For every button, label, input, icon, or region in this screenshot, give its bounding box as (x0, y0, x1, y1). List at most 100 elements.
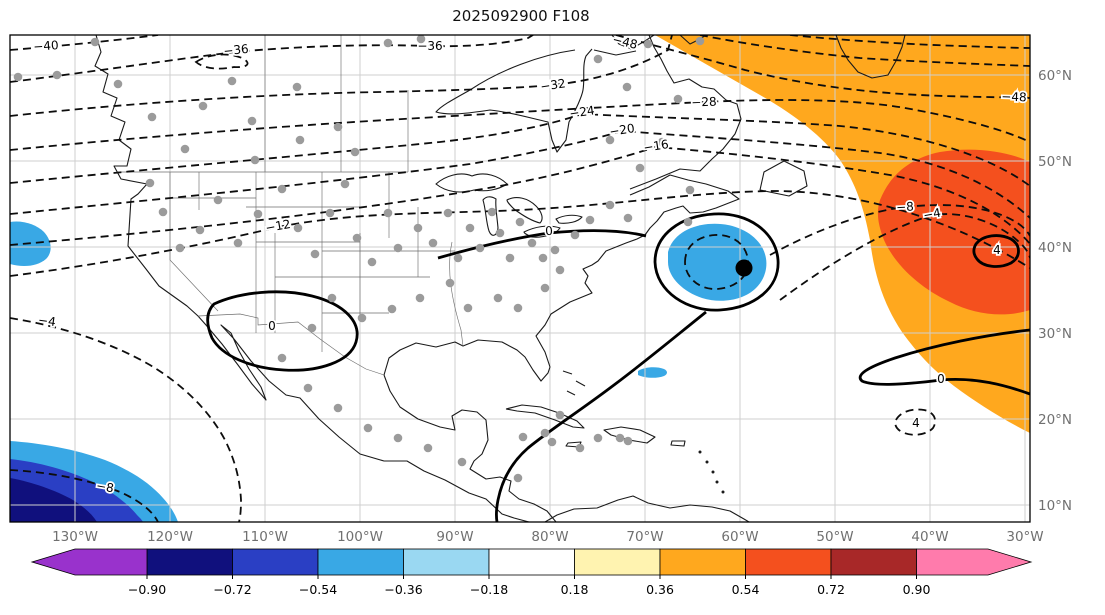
station-dot (114, 80, 123, 89)
lon-tick-label: 40°W (911, 529, 948, 545)
station-dot (416, 294, 425, 303)
colorbar-segment (489, 549, 575, 575)
station-dot (341, 180, 350, 189)
station-dot (424, 444, 433, 453)
weather-map-figure: −40−36−36−32−28−24−20−16−12−48−48−8−4−4−… (0, 0, 1105, 615)
colorbar-segment (746, 549, 832, 575)
station-dot (539, 254, 548, 263)
colorbar-tick-label: 0.18 (561, 582, 589, 597)
colorbar-tick-label: −0.72 (213, 582, 251, 597)
lon-tick-label: 120°W (147, 529, 193, 545)
colorbar-segment (660, 549, 746, 575)
station-dot (488, 208, 497, 217)
station-dot (248, 117, 257, 126)
colorbar-tick-label: −0.90 (128, 582, 166, 597)
lat-tick-label: 60°N (1038, 68, 1072, 84)
figure-title: 2025092900 F108 (452, 7, 589, 25)
antilles-island (712, 471, 715, 474)
station-dot (514, 304, 523, 313)
colorbar-tick-label: 0.90 (903, 582, 931, 597)
station-dot (278, 185, 287, 194)
station-dot (181, 145, 190, 154)
antilles-island (706, 461, 709, 464)
station-dot (514, 474, 523, 483)
station-dot (146, 179, 155, 188)
contour-label: −36 (417, 39, 442, 53)
station-dot (644, 40, 653, 49)
station-dot (476, 244, 485, 253)
contour-label: 0 (545, 224, 554, 238)
station-dot (556, 411, 565, 420)
contour-label: 4 (993, 243, 1001, 257)
station-dot (684, 218, 693, 227)
station-dot (674, 95, 683, 104)
station-dot (364, 424, 373, 433)
station-dot (494, 294, 503, 303)
station-dot (414, 224, 423, 233)
station-dot (548, 438, 557, 447)
station-dot (311, 250, 320, 259)
colorbar-tick-label: −0.54 (299, 582, 337, 597)
station-dot (228, 77, 237, 86)
station-dot (53, 71, 62, 80)
station-dot (571, 231, 580, 240)
lat-tick-label: 50°N (1038, 154, 1072, 170)
station-dot (528, 239, 537, 248)
station-dot (368, 258, 377, 267)
lon-tick-label: 80°W (531, 529, 568, 545)
station-dot (296, 136, 305, 145)
lat-tick-label: 30°N (1038, 326, 1072, 342)
station-dot (251, 156, 260, 165)
colorbar-segment (404, 549, 490, 575)
station-dot (458, 458, 467, 467)
colorbar-tick-label: 0.36 (646, 582, 674, 597)
contour-label: 4 (912, 416, 920, 430)
station-dot (541, 429, 550, 438)
station-dot (624, 214, 633, 223)
colorbar-segment (575, 549, 661, 575)
station-dot (234, 239, 243, 248)
weather-map: −40−36−36−32−28−24−20−16−12−48−48−8−4−4−… (0, 0, 1105, 615)
contour-label: −8 (896, 200, 914, 215)
lat-tick-label: 40°N (1038, 240, 1072, 256)
station-dot (696, 37, 705, 46)
station-dot (594, 434, 603, 443)
colorbar-segment (831, 549, 917, 575)
station-dot (454, 254, 463, 263)
station-dot (519, 433, 528, 442)
station-dot (594, 55, 603, 64)
lon-tick-label: 30°W (1006, 529, 1043, 545)
station-dot (446, 279, 455, 288)
station-dot (394, 244, 403, 253)
lon-tick-label: 50°W (816, 529, 853, 545)
contour-label: 0 (268, 319, 276, 333)
lon-tick-label: 100°W (337, 529, 383, 545)
station-dot (394, 434, 403, 443)
colorbar-segment (233, 549, 319, 575)
contour-label: −36 (223, 42, 250, 59)
station-dot (14, 73, 23, 82)
antilles-island (722, 491, 725, 494)
colorbar-tick-label: 0.54 (732, 582, 760, 597)
highlight-point (736, 260, 753, 277)
station-dot (384, 209, 393, 218)
station-dot (429, 239, 438, 248)
contour-label: 0 (937, 372, 945, 386)
colorbar-tick-label: −0.36 (384, 582, 422, 597)
station-dot (466, 224, 475, 233)
station-dot (294, 224, 303, 233)
station-dot (196, 226, 205, 235)
station-dot (91, 38, 100, 47)
station-dot (624, 437, 633, 446)
station-dot (556, 266, 565, 275)
station-dot (686, 186, 695, 195)
station-dot (328, 294, 337, 303)
station-dot (516, 218, 525, 227)
station-dot (636, 164, 645, 173)
lat-tick-label: 20°N (1038, 412, 1072, 428)
station-dot (353, 234, 362, 243)
lon-tick-label: 90°W (436, 529, 473, 545)
station-dot (358, 314, 367, 323)
station-dot (214, 196, 223, 205)
station-dot (388, 305, 397, 314)
